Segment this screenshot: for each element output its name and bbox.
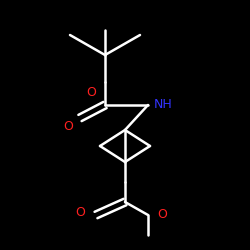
Text: O: O <box>86 86 96 100</box>
Text: NH: NH <box>154 98 172 112</box>
Text: O: O <box>75 206 85 218</box>
Text: O: O <box>157 208 167 222</box>
Text: O: O <box>63 120 73 132</box>
